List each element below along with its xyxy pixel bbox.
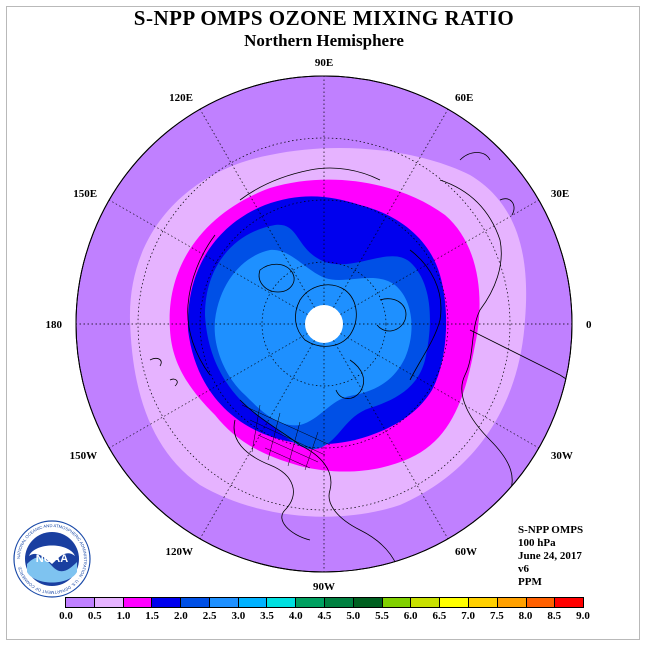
polar-missing-data: [305, 305, 343, 343]
colorbar-box: [94, 598, 124, 607]
state-boundaries: [241, 404, 331, 471]
info-level: 100 hPa: [518, 537, 556, 549]
colorbar-box: [238, 598, 268, 607]
colorbar-tick-label: 4.0: [288, 610, 303, 622]
longitude-labels: 90E 60E 30E 0 30W 60W 90W 120W 150W 180 150E 120E: [46, 57, 593, 593]
colorbar-tick-label: 2.5: [202, 610, 217, 622]
colorbar-box: [66, 598, 95, 607]
colorbar-tick-label: 5.5: [375, 610, 389, 622]
info-version: v6: [518, 563, 529, 575]
info-date: June 24, 2017: [518, 550, 582, 562]
colorbar-box: [526, 598, 556, 607]
colorbar-box: [123, 598, 153, 607]
colorbar-box: [353, 598, 383, 607]
colorbar-tick-label: 3.0: [231, 610, 246, 622]
colorbar-tick-label: 8.5: [547, 610, 562, 622]
globe-outline: [75, 75, 573, 573]
longitude-label: 60W: [455, 546, 477, 558]
colorbar-tick-label: 6.5: [432, 610, 447, 622]
longitude-label: 30W: [551, 450, 573, 462]
colorbar-tick-label: 0.5: [87, 610, 102, 622]
colorbar-tick-label: 4.5: [317, 610, 332, 622]
info-units: PPM: [518, 576, 542, 588]
colorbar-box: [555, 598, 584, 607]
longitude-label: 150W: [70, 450, 98, 462]
latitude-circles: [137, 137, 511, 511]
longitude-label: 120W: [166, 546, 194, 558]
longitude-label: 150E: [73, 188, 97, 200]
longitude-label: 120E: [169, 92, 193, 104]
colorbar-box: [296, 598, 326, 607]
colorbar-box: [468, 598, 498, 607]
longitude-label: 30E: [551, 188, 569, 200]
colorbar-tick-label: 1.0: [116, 610, 131, 622]
map-title: S-NPP OMPS OZONE MIXING RATIO: [133, 6, 515, 30]
colorbar-tick-label: 5.0: [346, 610, 361, 622]
longitude-label: 60E: [455, 92, 473, 104]
info-instrument: S-NPP OMPS: [518, 524, 584, 536]
colorbar-box: [411, 598, 441, 607]
colorbar-box: [497, 598, 527, 607]
colorbar-box: [152, 598, 182, 607]
colorbar-tick-label: 2.0: [174, 610, 188, 622]
colorbar-box: [181, 598, 210, 607]
longitude-label: 180: [46, 319, 63, 331]
figure-frame: [6, 6, 640, 640]
colorbar-tick-label: 3.5: [260, 610, 274, 622]
colorbar-ticks: 0.0 0.5 1.0 1.5 2.0 2.5 3.0 3.5 4.0 4.5 5.0 5.5 6.0 6…: [59, 610, 590, 624]
longitude-label: 90W: [313, 581, 335, 593]
map-subtitle: Northern Hemisphere: [244, 31, 404, 50]
colorbar-tick-label: 7.0: [461, 610, 475, 622]
longitude-label: 0: [586, 319, 592, 331]
colorbar-tick-label: 9.0: [576, 610, 590, 622]
colorbar-tick-label: 0.0: [59, 610, 73, 622]
noaa-logo-text: NOAA: [36, 553, 68, 565]
colorbar-box: [209, 598, 239, 607]
colorbar-tick-label: 1.5: [145, 610, 160, 622]
noaa-logo: NOAA NATIONAL OCEANIC AND ATMOSPHERIC AD…: [13, 520, 91, 598]
longitude-label: 90E: [315, 57, 333, 69]
colorbar-box: [325, 598, 354, 607]
colorbar-tick-label: 7.5: [489, 610, 504, 622]
colorbar-box: [267, 598, 297, 607]
colorbar: [65, 597, 584, 608]
colorbar-box: [382, 598, 412, 607]
colorbar-tick-label: 8.0: [518, 610, 533, 622]
colorbar-tick-label: 6.0: [403, 610, 418, 622]
colorbar-box: [440, 598, 469, 607]
info-panel: S-NPP OMPS 100 hPa June 24, 2017 v6 PPM: [518, 524, 583, 589]
